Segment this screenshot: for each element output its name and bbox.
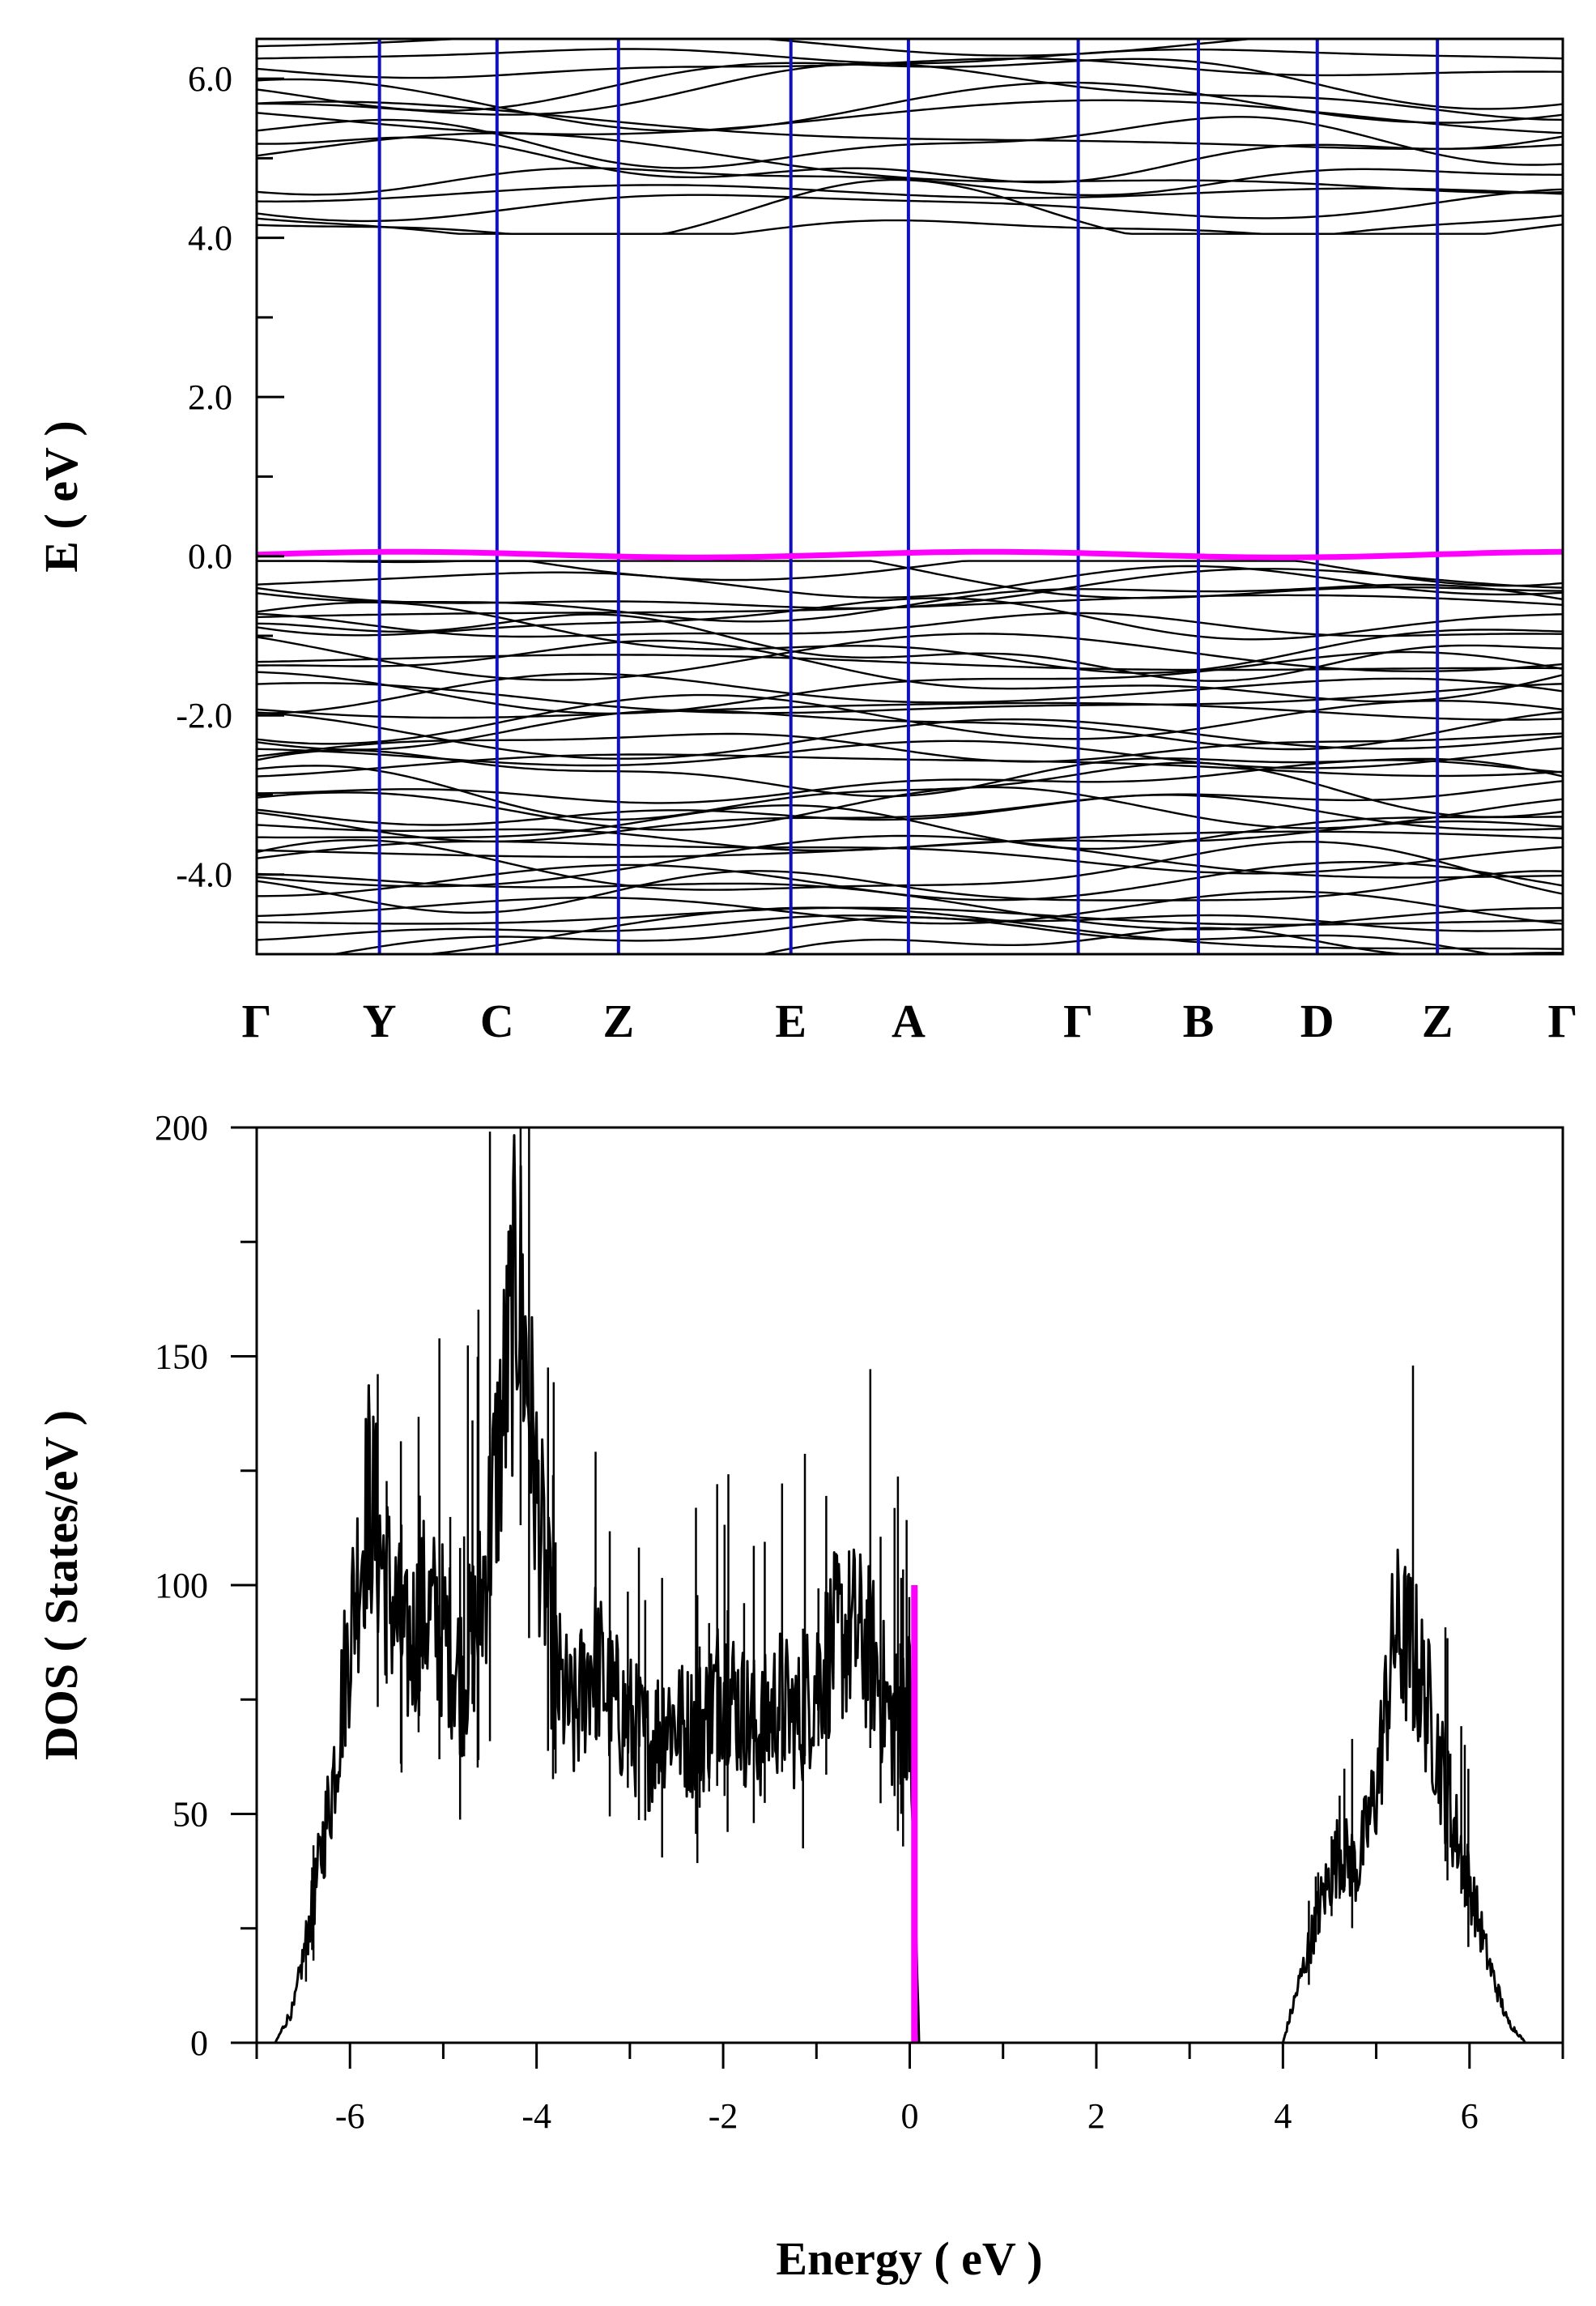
band-y-tick-label: 2.0 bbox=[188, 377, 232, 417]
kpoint-label: Γ bbox=[1063, 995, 1093, 1047]
kpoint-label: Z bbox=[602, 995, 634, 1047]
dos-x-tick-label: 6 bbox=[1461, 2096, 1479, 2136]
fermi-level-band bbox=[257, 548, 1563, 561]
kpoint-label: B bbox=[1183, 995, 1215, 1047]
kpoint-label: Γ bbox=[242, 995, 272, 1047]
dos-x-tick-label: 2 bbox=[1087, 2096, 1105, 2136]
dos-noise-spikes bbox=[304, 1127, 1470, 1985]
band-y-tick-label: -4.0 bbox=[176, 855, 232, 895]
kpoint-lines bbox=[377, 39, 1440, 954]
dos-y-tick-labels: 0 50 100 150 200 bbox=[155, 1108, 208, 2063]
kpoint-label: E bbox=[775, 995, 807, 1047]
band-y-tick-labels: -4.0 -2.0 0.0 2.0 4.0 6.0 bbox=[176, 59, 232, 895]
dos-curve bbox=[257, 1134, 1563, 2043]
dos-y-tick-label: 100 bbox=[155, 1566, 208, 1605]
dos-y-axis-title: DOS ( States/eV ) bbox=[35, 1410, 87, 1760]
dos-x-tick-label: -6 bbox=[335, 2096, 365, 2136]
kpoint-label: A bbox=[892, 995, 926, 1047]
dos-x-ticks bbox=[255, 2043, 1564, 2069]
kpoint-label: Γ bbox=[1548, 995, 1578, 1047]
band-plot-frame bbox=[255, 37, 1564, 956]
band-structure-panel: -4.0 -2.0 0.0 2.0 4.0 6.0 Γ Y C Z E A Γ B D Z Γ E ( eV … bbox=[35, 37, 1578, 1047]
dos-panel: -6 -4 -2 0 2 4 6 0 50 100 150 200 Energy ( eV ) DO… bbox=[35, 1108, 1564, 2285]
dos-x-axis-title: Energy ( eV ) bbox=[776, 2232, 1042, 2285]
band-y-tick-label: -2.0 bbox=[176, 696, 232, 735]
kpoint-label: C bbox=[480, 995, 514, 1047]
fermi-band-line bbox=[257, 548, 1563, 561]
band-y-tick-label: 0.0 bbox=[188, 537, 232, 577]
band-y-axis-title: E ( eV ) bbox=[35, 420, 87, 572]
band-y-tick-label: 4.0 bbox=[188, 219, 232, 258]
dos-y-tick-label: 200 bbox=[155, 1108, 208, 1148]
kpoint-label: Y bbox=[363, 995, 397, 1047]
dos-x-tick-label: 4 bbox=[1274, 2096, 1292, 2136]
dos-y-ticks bbox=[231, 1126, 257, 2044]
dos-x-tick-label: -2 bbox=[709, 2096, 738, 2136]
dos-plot-frame bbox=[255, 1126, 1564, 2044]
kpoint-label: D bbox=[1300, 995, 1334, 1047]
kpoint-label: Z bbox=[1422, 995, 1453, 1047]
dos-x-tick-label: -4 bbox=[521, 2096, 551, 2136]
dos-y-tick-label: 150 bbox=[155, 1337, 208, 1377]
dos-x-tick-label: 0 bbox=[901, 2096, 919, 2136]
dos-x-tick-labels: -6 -4 -2 0 2 4 6 bbox=[335, 2096, 1479, 2136]
dos-y-tick-label: 50 bbox=[172, 1795, 208, 1835]
dos-y-tick-label: 0 bbox=[190, 2023, 208, 2063]
band-y-ticks bbox=[257, 77, 284, 956]
band-y-tick-label: 6.0 bbox=[188, 59, 232, 99]
